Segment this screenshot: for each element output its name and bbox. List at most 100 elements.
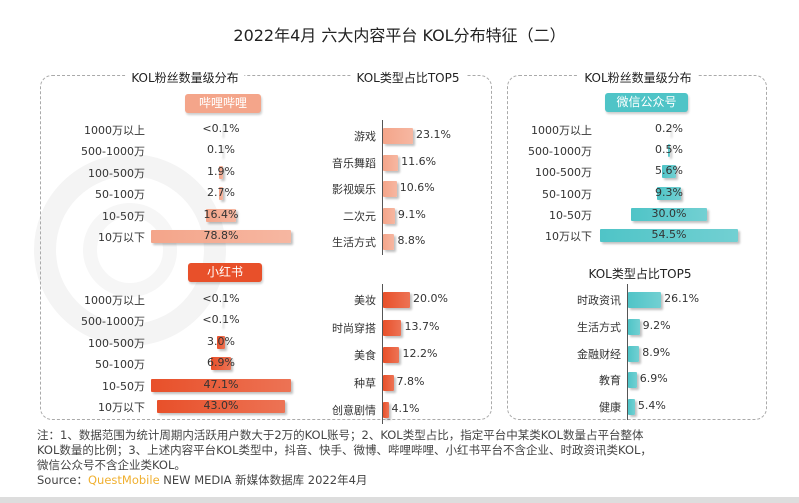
- data-label: 6.9%: [207, 356, 235, 370]
- bar: [151, 378, 291, 392]
- bar: [600, 229, 738, 242]
- data-label: 0.2%: [655, 122, 683, 135]
- bar: [628, 345, 640, 362]
- bar: [218, 187, 224, 201]
- bar: [383, 234, 395, 250]
- wechat-badge: 微信公众号: [605, 93, 688, 112]
- category-label: 生活方式: [332, 236, 376, 249]
- category-label: 50-100万: [542, 187, 592, 201]
- category-label: 10万以下: [545, 230, 592, 243]
- data-label: 23.1%: [416, 128, 451, 141]
- bar: [657, 186, 681, 200]
- data-label: 54.5%: [651, 228, 687, 241]
- note-line-1: 注：1、数据范围为统计周期内活跃用户数大于2万的KOL账号；2、KOL类型占比，…: [37, 428, 644, 442]
- category-label: 时政资讯: [577, 294, 621, 307]
- category-label: 时尚穿搭: [332, 321, 376, 335]
- data-label: 47.1%: [203, 377, 239, 391]
- category-label: 50-100万: [95, 188, 145, 202]
- data-label: 7.8%: [396, 374, 425, 388]
- bilibili-badge: 哔哩哔哩: [185, 94, 261, 113]
- category-label: 金融财经: [577, 347, 621, 361]
- bar: [383, 128, 414, 144]
- category-label: 1000万以上: [84, 124, 145, 137]
- bar: [206, 208, 236, 222]
- category-label: 100-500万: [535, 166, 592, 180]
- note-line-2: KOL数量的比例；3、上述内容平台KOL类型中，抖音、快手、微博、哔哩哔哩、小红…: [37, 443, 652, 457]
- bar: [628, 318, 640, 335]
- data-label: 6.9%: [639, 372, 668, 386]
- left-panel: [40, 75, 492, 420]
- category-label: 10-50万: [549, 208, 592, 222]
- bar: [219, 165, 223, 179]
- bar: [220, 144, 222, 158]
- bar: [216, 335, 226, 349]
- category-label: 500-1000万: [81, 315, 145, 329]
- page-title: 2022年4月 六大内容平台 KOL分布特征（二）: [233, 26, 566, 45]
- source-prefix: Source：: [37, 473, 88, 487]
- category-label: 游戏: [354, 130, 376, 143]
- data-label: 9.3%: [655, 185, 683, 199]
- bar: [383, 154, 399, 171]
- category-label: 教育: [599, 374, 621, 388]
- bar: [628, 372, 637, 389]
- axis-line: [627, 284, 628, 420]
- data-label: 11.6%: [401, 154, 437, 168]
- data-label: <0.1%: [202, 292, 240, 305]
- bar: [628, 292, 662, 308]
- bar: [220, 123, 222, 136]
- category-label: 美食: [354, 349, 376, 363]
- data-label: 5.6%: [655, 164, 683, 178]
- bar: [383, 402, 389, 419]
- source-line: Source：QuestMobile NEW MEDIA 新媒体数据库 2022…: [37, 473, 797, 488]
- bar: [661, 165, 677, 179]
- bar: [668, 144, 670, 158]
- category-label: 影视娱乐: [332, 183, 376, 196]
- fans-header-left: KOL粉丝数量级分布: [125, 69, 245, 86]
- category-label: 10万以下: [98, 231, 145, 244]
- xiaohongshu-badge: 小红书: [188, 263, 262, 282]
- data-label: 16.4%: [203, 207, 239, 221]
- bar: [220, 293, 222, 306]
- note-line-3: 微信公众号不含企业类KOL。: [37, 458, 186, 472]
- data-label: 9.1%: [397, 207, 426, 221]
- data-label: 43.0%: [203, 399, 239, 412]
- data-label: <0.1%: [202, 313, 240, 327]
- data-label: 3.0%: [207, 334, 235, 348]
- category-label: 1000万以上: [531, 124, 592, 137]
- bar: [668, 123, 670, 136]
- category-label: 500-1000万: [81, 145, 145, 159]
- category-label: 10万以下: [98, 401, 145, 414]
- types-header-left: KOL类型占比TOP5: [350, 69, 466, 86]
- bar: [383, 347, 400, 364]
- category-label: 1000万以上: [84, 294, 145, 307]
- axis-line: [382, 120, 383, 255]
- category-label: 生活方式: [577, 320, 621, 334]
- category-label: 10-50万: [102, 379, 145, 393]
- bottom-strip: [0, 497, 799, 503]
- category-label: 二次元: [343, 209, 376, 223]
- bar: [220, 314, 222, 328]
- data-label: 5.4%: [637, 399, 666, 413]
- axis-line: [382, 284, 383, 424]
- source-brand: QuestMobile: [88, 473, 160, 487]
- types-header-right: KOL类型占比TOP5: [582, 265, 698, 282]
- data-label: 78.8%: [203, 229, 239, 242]
- bar: [210, 357, 232, 371]
- source-rest: NEW MEDIA 新媒体数据库 2022年4月: [159, 473, 368, 487]
- category-label: 音乐舞蹈: [332, 156, 376, 170]
- category-label: 500-1000万: [528, 145, 592, 159]
- bar: [383, 181, 397, 197]
- bar: [383, 319, 402, 336]
- data-label: 8.8%: [397, 234, 426, 247]
- bar: [383, 292, 410, 308]
- category-label: 50-100万: [95, 358, 145, 372]
- data-label: 2.7%: [207, 186, 235, 200]
- data-label: 0.5%: [655, 143, 683, 157]
- data-label: 0.1%: [207, 143, 235, 157]
- data-label: 26.1%: [664, 292, 700, 305]
- category-label: 美妆: [354, 294, 376, 307]
- data-label: 13.7%: [404, 319, 440, 333]
- category-label: 100-500万: [88, 336, 145, 350]
- category-label: 10-50万: [102, 209, 145, 223]
